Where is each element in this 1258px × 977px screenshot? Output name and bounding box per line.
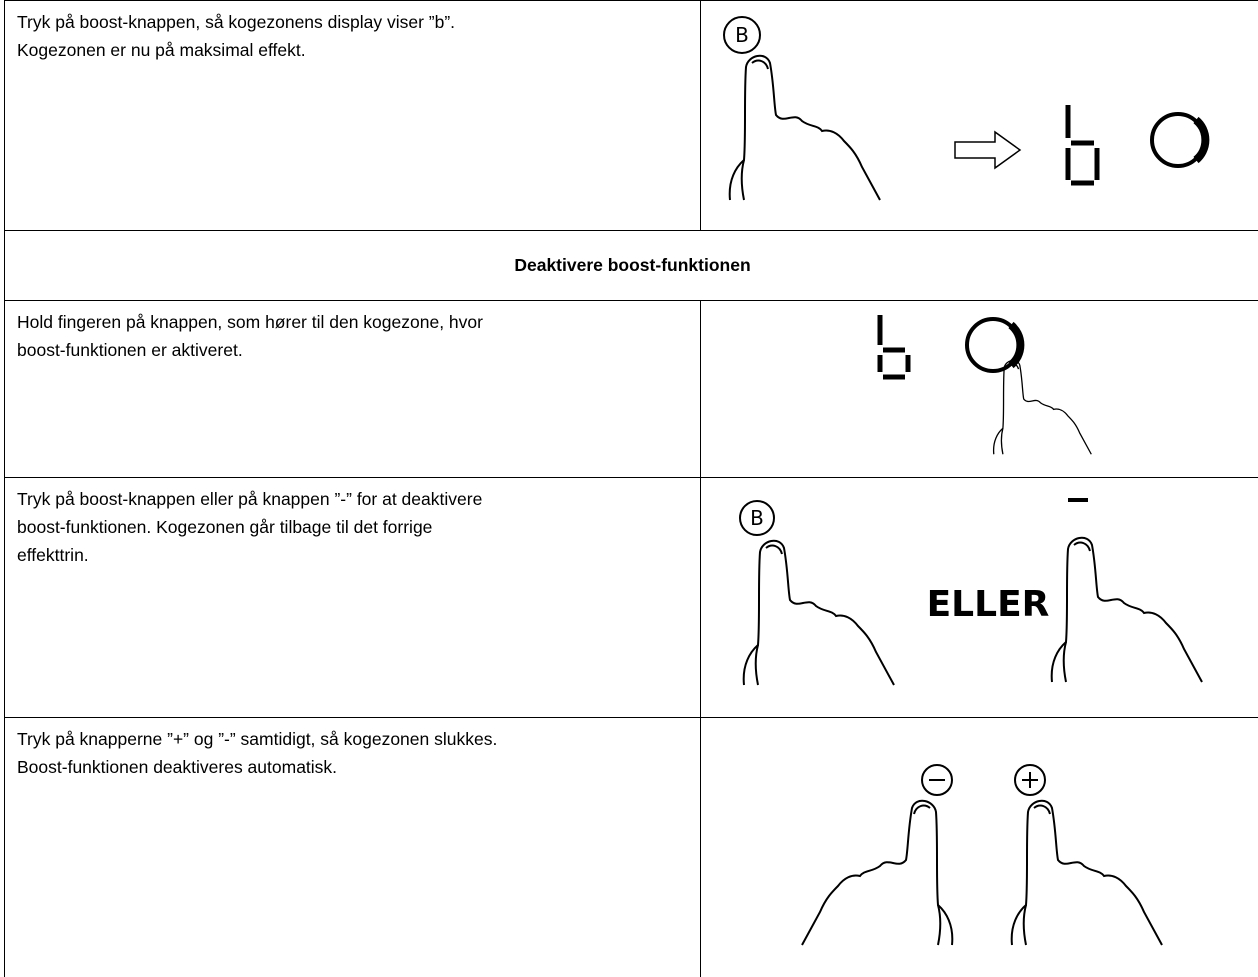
finger xyxy=(1050,536,1203,683)
minus-button xyxy=(921,764,953,796)
display-b xyxy=(1065,105,1100,186)
image-cell xyxy=(700,300,1258,477)
finger xyxy=(801,799,954,946)
button-label: B xyxy=(735,23,749,47)
text-line: Tryk på boost-knappen, så kogezonens dis… xyxy=(17,12,456,32)
text-cell: Tryk på boost-knappen eller på knappen ”… xyxy=(4,477,700,717)
button-circle xyxy=(739,500,775,536)
knob-mark xyxy=(1008,321,1025,369)
section-header: Deaktivere boost-funktionen xyxy=(4,230,1258,300)
plus-sign xyxy=(1022,772,1038,788)
button-circle xyxy=(723,16,761,54)
knob-mark xyxy=(1193,116,1210,164)
text-line: effekttrin. xyxy=(17,545,89,565)
finger xyxy=(992,359,1092,455)
text-line: Boost-funktionen deaktiveres automatisk. xyxy=(17,757,338,777)
text-cell: Hold fingeren på knappen, som hører til … xyxy=(4,300,700,477)
finger xyxy=(742,539,895,686)
arrow xyxy=(954,130,1022,170)
or-label: ELLER xyxy=(927,584,1050,625)
text-line: Hold fingeren på knappen, som hører til … xyxy=(17,312,483,332)
finger xyxy=(1010,799,1163,946)
text-line: Kogezonen er nu på maksimal effekt. xyxy=(17,40,306,60)
text-line: boost-funktionen er aktiveret. xyxy=(17,340,243,360)
image-cell xyxy=(700,477,1258,717)
text-line: Tryk på boost-knappen eller på knappen ”… xyxy=(17,489,483,509)
text-cell: Tryk på boost-knappen, så kogezonens dis… xyxy=(4,0,700,230)
plus-button xyxy=(1014,764,1046,796)
button-label: B xyxy=(750,506,764,530)
image-cell xyxy=(700,717,1258,977)
image-cell xyxy=(700,0,1258,230)
text-line: Tryk på knapperne ”+” og ”-” samtidigt, … xyxy=(17,729,498,749)
text-line: boost-funktionen. Kogezonen går tilbage … xyxy=(17,517,433,537)
text-cell: Tryk på knapperne ”+” og ”-” samtidigt, … xyxy=(4,717,700,977)
display-b xyxy=(877,315,911,380)
finger xyxy=(728,54,881,201)
